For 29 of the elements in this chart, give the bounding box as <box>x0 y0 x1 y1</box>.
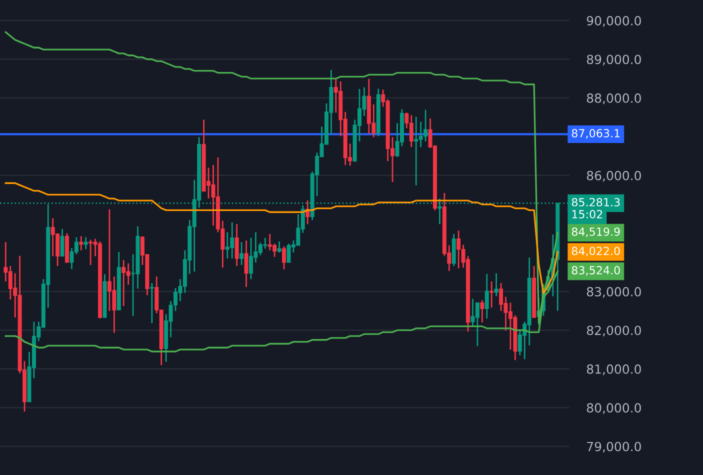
text: 15:02 <box>572 210 602 218</box>
candlestick <box>79 235 84 251</box>
ref-line-label: 85,281.3 <box>572 198 620 208</box>
candlestick <box>494 272 498 297</box>
data-label: 84,022.0 <box>572 246 620 256</box>
candlestick <box>277 240 282 254</box>
y-tick-label: 86,000.0 <box>586 170 641 182</box>
candlestick <box>150 282 154 324</box>
candlestick <box>84 236 88 250</box>
data-label: 83,524.0 <box>572 266 620 276</box>
candlestick <box>234 223 239 267</box>
y-tick-label: 90,000.0 <box>586 16 641 27</box>
y-tick-label: 81,000.0 <box>586 364 641 376</box>
data-label: 84,519.9 <box>572 227 620 238</box>
y-tick-label: 82,000.0 <box>586 326 641 336</box>
candlestick <box>480 299 484 324</box>
candlestick <box>499 282 504 312</box>
y-tick-label: 80,000.0 <box>586 403 641 414</box>
y-tick-label: 79,000.0 <box>587 442 641 453</box>
ref-line-label: 87,063.1 <box>572 129 620 139</box>
candlestick <box>282 246 286 270</box>
y-tick-label: 83,000.0 <box>586 286 641 298</box>
y-tick-label: 89,000.0 <box>586 54 641 66</box>
y-tick-label: 88,000.0 <box>586 93 641 104</box>
candlestick <box>60 228 64 257</box>
candlestick <box>484 273 489 320</box>
candlestick <box>240 241 244 266</box>
candlestick <box>490 280 494 308</box>
candlestick <box>244 240 248 288</box>
